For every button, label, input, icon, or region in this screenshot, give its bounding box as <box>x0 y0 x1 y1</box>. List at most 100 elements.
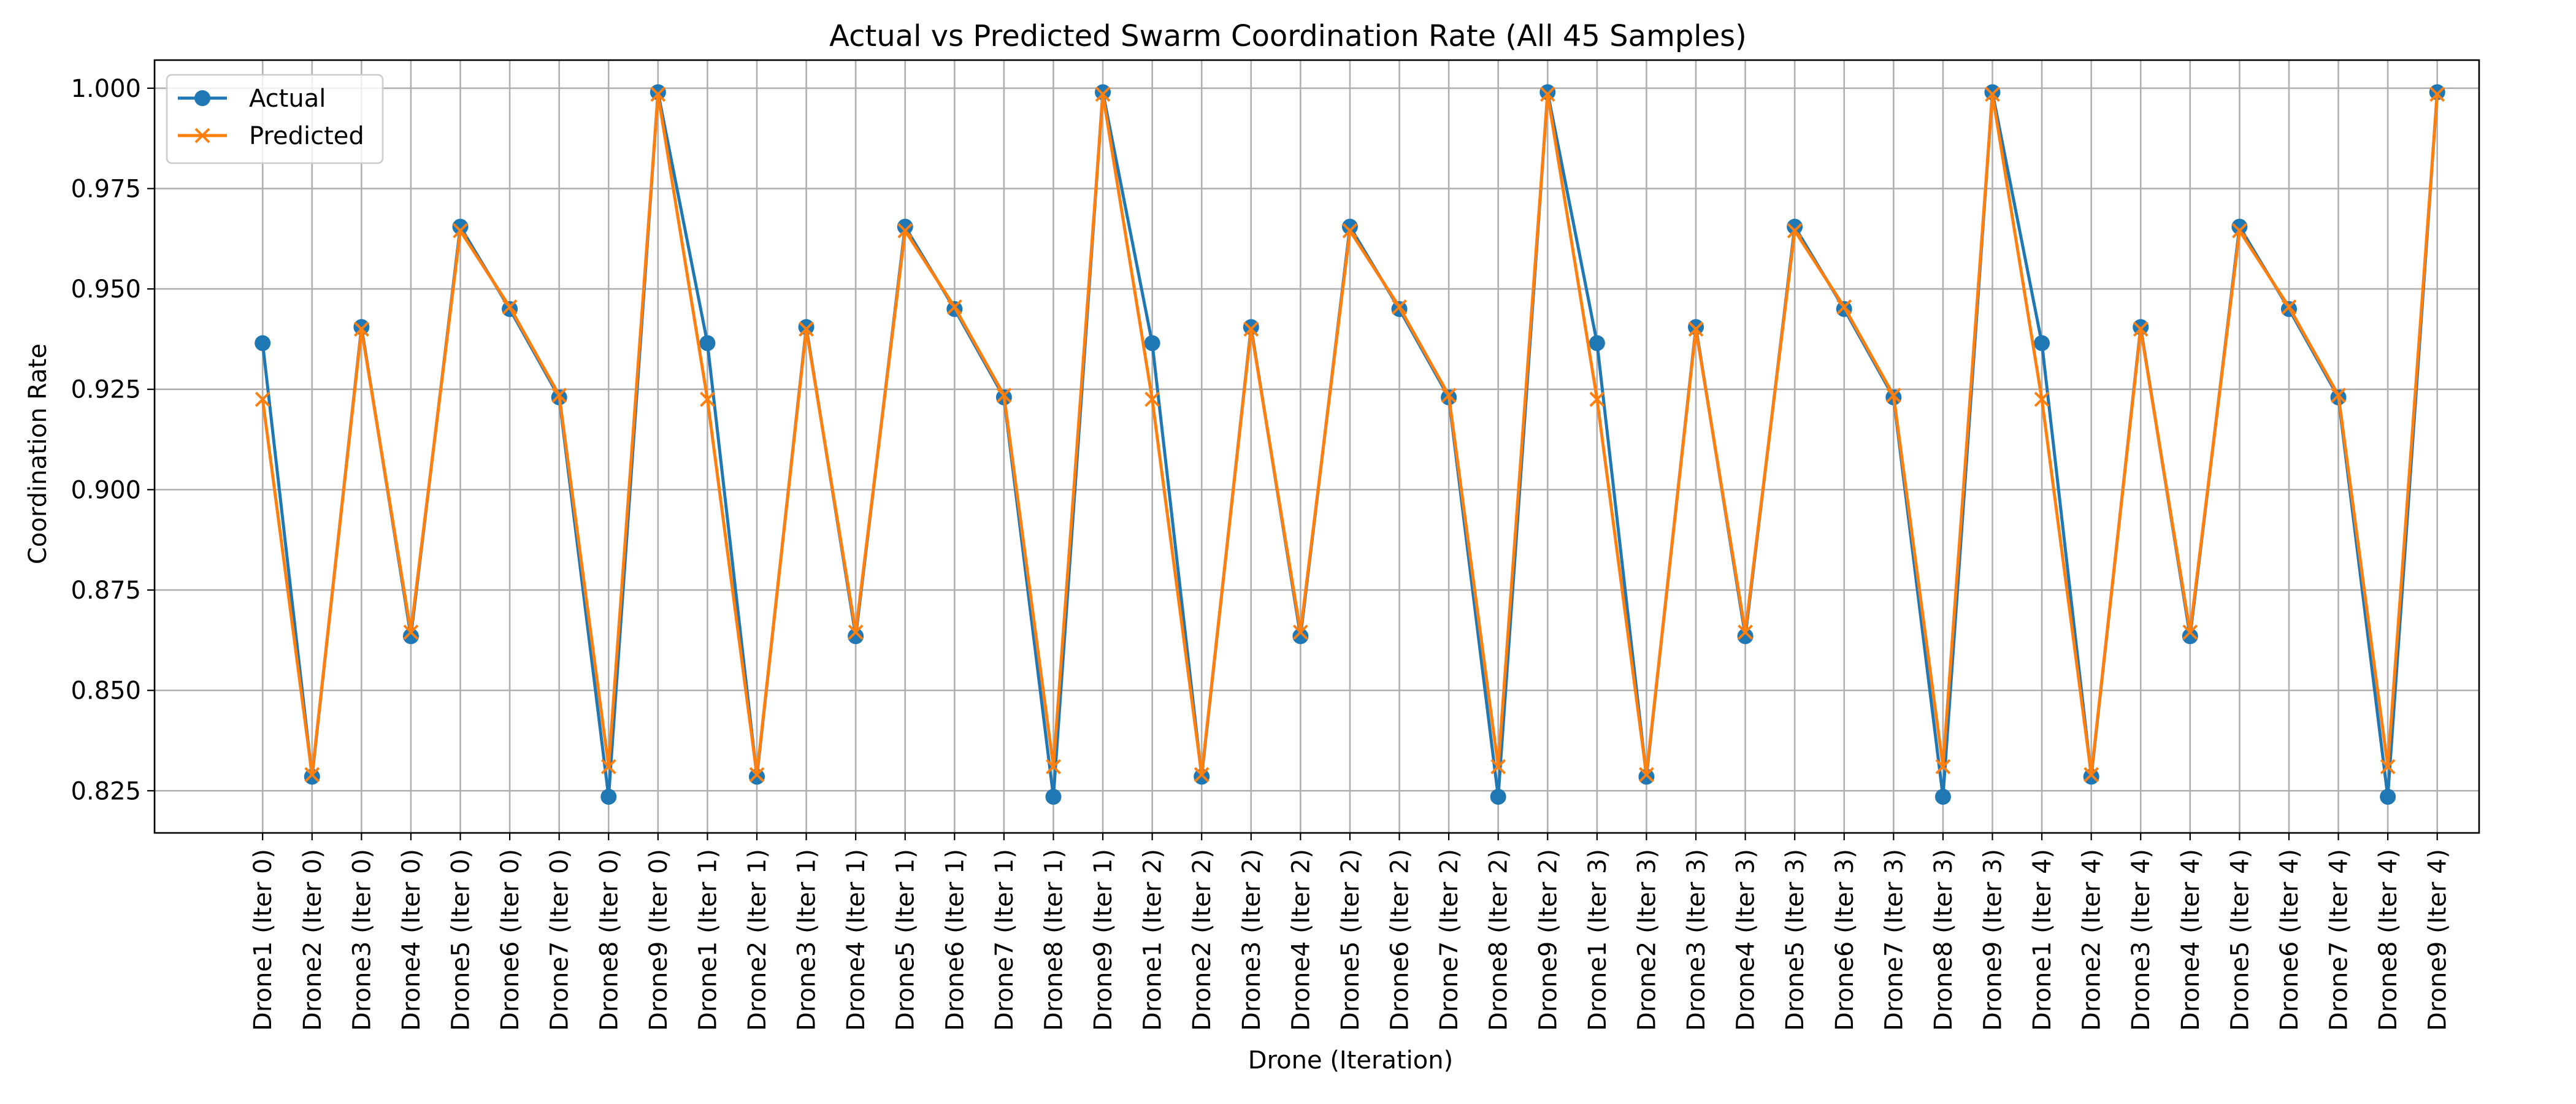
y-tick-label: 0.825 <box>71 777 141 805</box>
x-tick-label: Drone7 (Iter 2) <box>1435 849 1463 1031</box>
chart-title: Actual vs Predicted Swarm Coordination R… <box>829 19 1747 53</box>
data-point-actual <box>1194 769 1210 785</box>
x-tick-label: Drone6 (Iter 0) <box>496 849 524 1031</box>
x-tick-label: Drone9 (Iter 3) <box>1979 849 2007 1031</box>
data-point-predicted <box>897 223 913 239</box>
data-point-predicted <box>700 391 715 407</box>
data-point-predicted <box>996 388 1012 403</box>
data-point-actual <box>600 789 617 805</box>
legend-actual-label: Actual <box>249 85 326 113</box>
x-tick-label: Drone4 (Iter 1) <box>842 849 870 1031</box>
data-point-predicted <box>1046 759 1061 775</box>
x-axis: Drone1 (Iter 0) Drone2 (Iter 0) Drone3 (It… <box>249 833 2452 1031</box>
legend: Actual Predicted <box>166 74 384 164</box>
data-point-predicted <box>1985 86 2000 102</box>
x-tick-label: Drone7 (Iter 4) <box>2325 849 2353 1031</box>
x-axis-title: Drone (Iteration) <box>1248 1046 1453 1075</box>
data-point-predicted <box>1194 767 1209 783</box>
legend-predicted-label: Predicted <box>249 122 364 150</box>
data-point-predicted <box>2331 388 2346 403</box>
x-tick-label: Drone2 (Iter 0) <box>299 849 327 1031</box>
data-point-predicted <box>2182 624 2198 640</box>
data-point-predicted <box>1787 223 1803 239</box>
data-point-predicted <box>502 299 518 315</box>
data-point-actual <box>1243 319 1259 335</box>
data-point-actual <box>1490 789 1506 805</box>
x-tick-label: Drone1 (Iter 1) <box>694 849 722 1031</box>
data-point-actual <box>749 769 765 785</box>
data-point-actual <box>1539 84 1556 101</box>
legend-actual-marker <box>194 90 210 106</box>
data-point-actual <box>2034 335 2050 351</box>
data-point-predicted <box>1688 321 1704 337</box>
legend-predicted-marker <box>194 128 210 144</box>
x-tick-label: Drone4 (Iter 2) <box>1287 849 1315 1031</box>
data-point-predicted <box>2083 767 2099 783</box>
x-tick-label: Drone7 (Iter 3) <box>1880 849 1908 1031</box>
data-point-predicted <box>799 321 814 337</box>
y-tick-label: 0.975 <box>71 175 141 203</box>
data-point-actual <box>897 218 913 235</box>
data-point-predicted <box>1589 391 1605 407</box>
x-tick-label: Drone9 (Iter 0) <box>645 849 673 1031</box>
data-point-predicted <box>304 767 320 783</box>
data-point-actual <box>1589 335 1605 351</box>
data-point-actual <box>1934 789 1951 805</box>
data-point-predicted <box>1639 767 1654 783</box>
x-tick-label: Drone1 (Iter 3) <box>1584 849 1612 1031</box>
data-point-actual <box>304 769 320 785</box>
data-point-predicted <box>1144 391 1160 407</box>
series-predicted <box>255 86 2445 783</box>
data-point-predicted <box>2231 223 2247 239</box>
data-point-actual <box>1787 218 1803 235</box>
data-point-actual <box>1144 335 1160 351</box>
data-point-predicted <box>1935 759 1951 775</box>
x-tick-label: Drone5 (Iter 0) <box>447 849 475 1031</box>
data-point-actual <box>353 319 370 335</box>
y-axis-title: Coordination Rate <box>24 343 52 564</box>
data-point-predicted <box>1885 388 1901 403</box>
data-point-predicted <box>600 759 616 775</box>
data-point-actual <box>798 319 815 335</box>
data-point-predicted <box>749 767 765 783</box>
data-point-actual <box>2182 628 2198 645</box>
y-tick-label: 0.875 <box>71 577 141 605</box>
data-point-actual <box>2429 84 2445 101</box>
x-tick-label: Drone2 (Iter 4) <box>2078 849 2106 1031</box>
x-tick-label: Drone6 (Iter 4) <box>2275 849 2304 1031</box>
data-point-actual <box>1292 628 1309 645</box>
y-axis: 0.825 0.850 0.875 0.900 0.925 0.950 0.975 1.000 <box>71 75 155 805</box>
x-tick-label: Drone8 (Iter 1) <box>1040 849 1068 1031</box>
x-tick-label: Drone9 (Iter 2) <box>1534 849 1562 1031</box>
y-tick-label: 0.950 <box>71 275 141 304</box>
x-tick-label: Drone8 (Iter 2) <box>1485 849 1513 1031</box>
x-tick-label: Drone3 (Iter 0) <box>348 849 376 1031</box>
x-tick-label: Drone8 (Iter 0) <box>595 849 623 1031</box>
x-tick-label: Drone5 (Iter 1) <box>892 849 920 1031</box>
x-tick-label: Drone1 (Iter 0) <box>249 849 277 1031</box>
data-point-predicted <box>353 321 369 337</box>
y-tick-label: 0.900 <box>71 476 141 504</box>
data-point-actual <box>452 218 469 235</box>
x-tick-label: Drone6 (Iter 3) <box>1831 849 1859 1031</box>
data-point-predicted <box>2133 321 2149 337</box>
x-tick-label: Drone9 (Iter 1) <box>1089 849 1117 1031</box>
x-tick-label: Drone4 (Iter 4) <box>2177 849 2205 1031</box>
data-point-predicted <box>1738 624 1754 640</box>
x-tick-label: Drone5 (Iter 4) <box>2226 849 2254 1031</box>
data-point-actual <box>1984 84 2001 101</box>
data-point-actual <box>699 335 716 351</box>
y-tick-label: 1.000 <box>71 75 141 103</box>
data-point-actual <box>2083 769 2099 785</box>
x-tick-label: Drone1 (Iter 4) <box>2028 849 2057 1031</box>
data-point-predicted <box>1292 624 1308 640</box>
data-point-actual <box>1737 628 1754 645</box>
x-tick-label: Drone2 (Iter 2) <box>1188 849 1216 1031</box>
data-point-actual <box>2231 218 2248 235</box>
x-tick-label: Drone9 (Iter 4) <box>2424 849 2452 1031</box>
y-tick-label: 0.925 <box>71 376 141 404</box>
data-point-actual <box>1095 84 1111 101</box>
x-tick-label: Drone2 (Iter 3) <box>1633 849 1661 1031</box>
data-point-predicted <box>1342 223 1358 239</box>
